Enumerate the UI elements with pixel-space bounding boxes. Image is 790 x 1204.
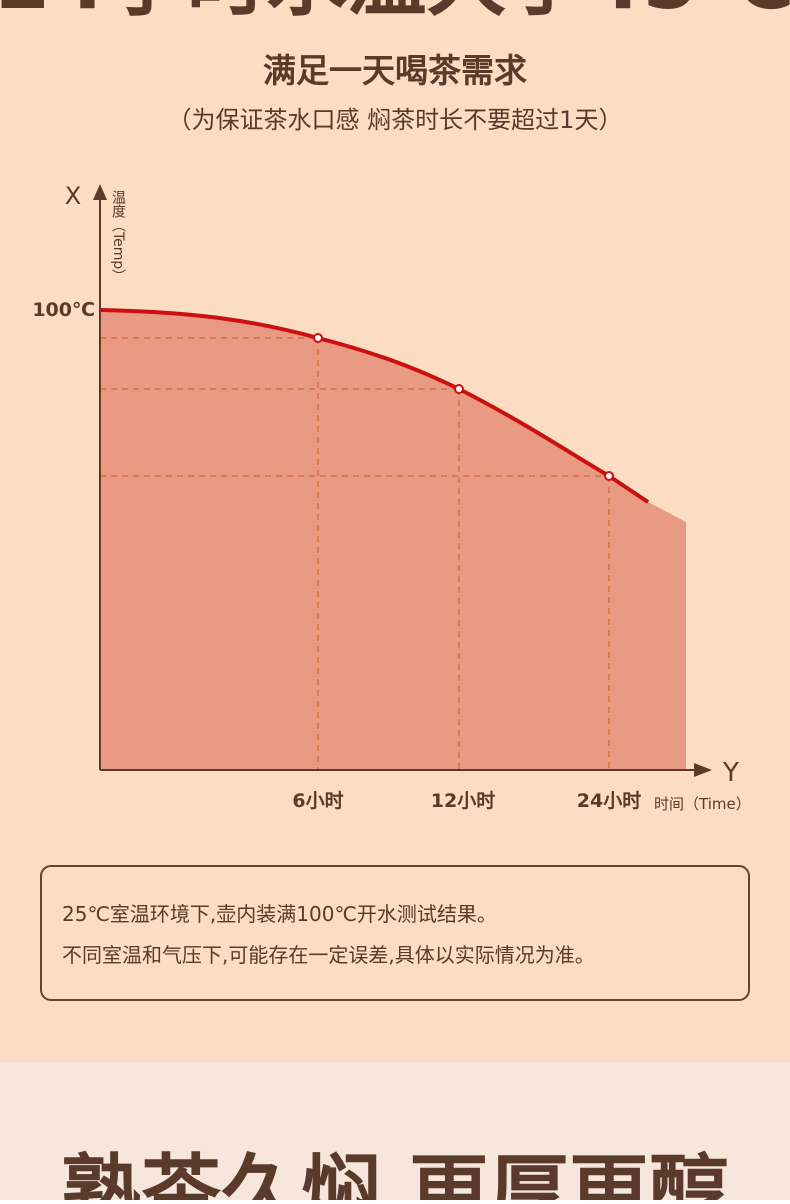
x-axis-letter: Y — [722, 758, 739, 788]
guides — [100, 337, 610, 770]
y-axis-title: 温度（Temp） — [110, 190, 126, 283]
x-label: 6小时 — [292, 790, 343, 812]
y-axis-letter: X — [65, 182, 81, 210]
note-line: 不同室温和气压下,可能存在一定误差,具体以实际情况为准。 — [62, 943, 595, 967]
points — [313, 333, 614, 481]
area — [100, 310, 686, 770]
footer-title: 熟茶久焖 更厚更醇 — [61, 1146, 729, 1200]
headline: 24小时水温大于45℃ — [0, 0, 790, 27]
subtitle: （为保证茶水口感 焖茶时长不要超过1天） — [168, 106, 623, 134]
x-label: 24小时 — [577, 790, 641, 812]
y-tick-label: 100℃ — [32, 299, 95, 321]
bottom-background — [0, 1062, 790, 1200]
x-axis-title: 时间（Time） — [654, 795, 751, 813]
title: 满足一天喝茶需求 — [263, 51, 527, 90]
note-box — [40, 865, 750, 1001]
note-line: 25℃室温环境下,壶内装满100℃开水测试结果。 — [62, 902, 497, 926]
x-label: 12小时 — [431, 790, 495, 812]
curve — [99, 308, 650, 504]
axes — [93, 184, 712, 777]
